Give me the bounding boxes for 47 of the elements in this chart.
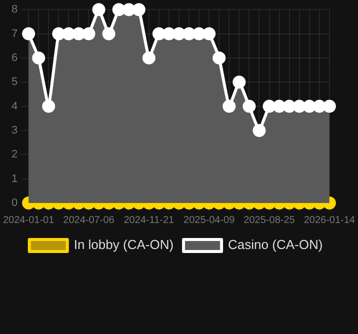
point — [72, 27, 86, 40]
legend-label: Casino (CA-ON) — [228, 237, 323, 252]
point — [182, 27, 196, 40]
point — [142, 51, 156, 64]
point — [282, 100, 296, 113]
point — [112, 3, 126, 16]
x-tick-label: 2025-08-25 — [244, 214, 296, 226]
point — [252, 124, 266, 137]
point — [122, 3, 136, 16]
legend-label: In lobby (CA-ON) — [74, 237, 174, 252]
point — [212, 51, 226, 64]
point — [232, 76, 246, 89]
point — [102, 27, 116, 40]
x-tick-label: 2024-07-06 — [63, 214, 115, 226]
point — [42, 100, 56, 113]
point — [262, 100, 276, 113]
x-tick-label: 2026-01-14 — [304, 214, 356, 226]
x-tick-label: 2025-04-09 — [184, 214, 236, 226]
point — [202, 27, 216, 40]
point — [32, 51, 46, 64]
point — [152, 27, 166, 40]
y-tick-label: 7 — [11, 28, 18, 40]
y-tick-label: 4 — [11, 100, 18, 112]
x-tick-label: 2024-11-21 — [124, 214, 175, 226]
point — [132, 3, 146, 16]
y-tick-label: 2 — [11, 148, 18, 161]
y-tick-label: 6 — [11, 52, 18, 64]
point — [162, 27, 176, 40]
y-tick-label: 8 — [11, 4, 18, 16]
point — [172, 27, 186, 40]
point — [312, 100, 326, 113]
point — [192, 27, 206, 40]
point — [302, 100, 316, 113]
point — [52, 27, 66, 40]
point — [272, 100, 286, 113]
point — [322, 100, 336, 113]
point — [62, 27, 76, 40]
point — [292, 100, 306, 113]
x-tick-label: 2024-01-01 — [3, 214, 55, 226]
y-tick-label: 1 — [11, 172, 18, 185]
point — [222, 100, 236, 113]
y-tick-label: 5 — [11, 76, 18, 88]
point — [242, 100, 256, 113]
y-tick-label: 3 — [11, 124, 18, 137]
y-tick-label: 0 — [11, 197, 18, 210]
point — [92, 3, 106, 16]
point — [82, 27, 96, 40]
